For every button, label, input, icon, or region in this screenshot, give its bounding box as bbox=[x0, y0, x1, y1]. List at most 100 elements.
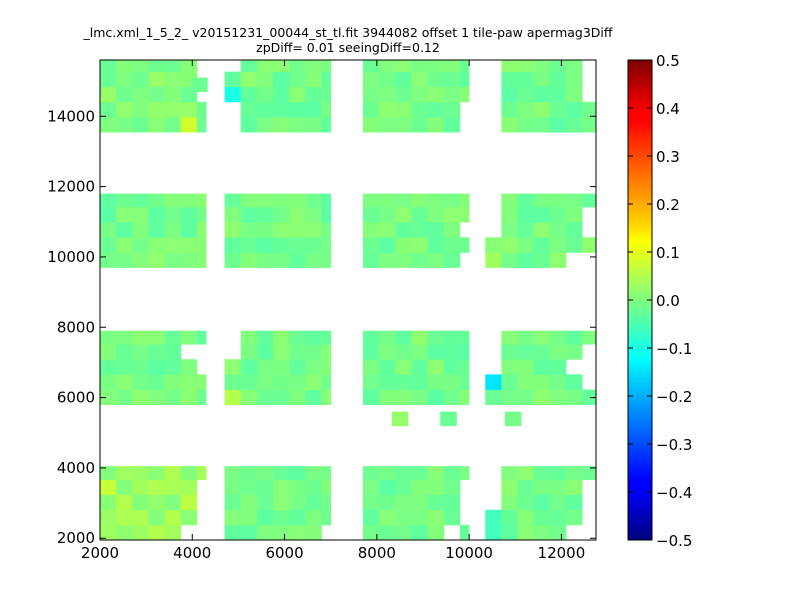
heatmap-cell bbox=[273, 344, 290, 360]
heatmap-cell bbox=[501, 101, 518, 118]
heatmap-cell bbox=[191, 77, 208, 93]
heatmap-cell bbox=[363, 237, 380, 253]
heatmap-cell bbox=[116, 86, 133, 103]
heatmap-cell bbox=[273, 494, 290, 511]
heatmap-cell bbox=[116, 71, 133, 88]
heatmap-cell bbox=[256, 330, 274, 345]
heatmap-cell bbox=[363, 389, 380, 406]
heatmap-cell bbox=[379, 509, 396, 526]
heatmap-cell bbox=[549, 479, 567, 496]
heatmap-cell bbox=[411, 466, 428, 480]
heatmap-cell bbox=[517, 479, 535, 496]
heatmap-cell bbox=[533, 60, 551, 72]
colorbar-tick-label: −0.3 bbox=[656, 436, 692, 454]
heatmap-cell bbox=[148, 71, 165, 88]
heatmap-cell bbox=[196, 206, 207, 223]
heatmap-cell bbox=[443, 494, 461, 511]
heatmap-cell bbox=[566, 71, 583, 88]
heatmap-cell bbox=[549, 466, 567, 480]
heatmap-cell bbox=[459, 86, 470, 103]
heatmap-cell bbox=[363, 71, 380, 88]
heatmap-cell bbox=[395, 509, 412, 526]
heatmap-cell bbox=[256, 71, 274, 88]
heatmap-cell bbox=[549, 206, 567, 223]
heatmap-cell bbox=[533, 524, 551, 541]
heatmap-cell bbox=[533, 389, 551, 406]
heatmap-cell bbox=[517, 101, 535, 118]
heatmap-cell bbox=[566, 193, 583, 208]
heatmap-cell bbox=[180, 330, 198, 345]
heatmap-cell bbox=[180, 494, 198, 511]
heatmap-cell bbox=[116, 509, 133, 526]
heatmap-cell bbox=[132, 237, 149, 253]
heatmap-cell bbox=[273, 101, 290, 118]
heatmap-cell bbox=[501, 330, 518, 345]
heatmap-cell bbox=[395, 193, 412, 208]
heatmap-cell bbox=[411, 509, 428, 526]
heatmap-cell bbox=[549, 389, 567, 406]
heatmap-cell bbox=[100, 344, 117, 360]
heatmap-cell bbox=[411, 222, 428, 238]
heatmap-cell bbox=[395, 389, 412, 406]
heatmap-cell bbox=[164, 222, 182, 238]
heatmap-cell bbox=[132, 71, 149, 88]
heatmap-cell bbox=[533, 252, 551, 268]
heatmap-cell bbox=[116, 252, 133, 268]
heatmap-cell bbox=[395, 466, 412, 480]
heatmap-cell bbox=[100, 494, 117, 511]
heatmap-cell bbox=[289, 86, 306, 103]
heatmap-cell bbox=[459, 389, 470, 406]
heatmap-cell bbox=[443, 60, 461, 72]
heatmap-cell bbox=[379, 524, 396, 541]
heatmap-cell bbox=[256, 193, 274, 208]
heatmap-cell bbox=[256, 466, 274, 480]
heatmap-cell bbox=[549, 524, 567, 541]
heatmap-cell bbox=[273, 86, 290, 103]
colorbar-tick-label: 0.3 bbox=[656, 148, 680, 166]
heatmap-cell bbox=[240, 344, 258, 360]
heatmap-cell bbox=[411, 252, 428, 268]
heatmap-cell bbox=[321, 466, 332, 480]
heatmap-cell bbox=[427, 206, 445, 223]
heatmap-cell bbox=[180, 116, 198, 133]
heatmap-cell bbox=[100, 60, 117, 72]
heatmap-cell bbox=[411, 237, 428, 253]
heatmap-cell bbox=[256, 374, 274, 390]
heatmap-cell bbox=[224, 206, 242, 223]
heatmap-cell bbox=[395, 206, 412, 223]
heatmap-cell bbox=[459, 344, 470, 360]
heatmap-cell bbox=[100, 101, 117, 118]
heatmap-cell bbox=[363, 359, 380, 375]
heatmap-cell bbox=[517, 60, 535, 72]
colorbar-tick-label: 0.2 bbox=[656, 196, 680, 214]
heatmap-cell bbox=[427, 359, 445, 375]
heatmap-cell bbox=[256, 494, 274, 511]
heatmap-cell bbox=[132, 330, 149, 345]
heatmap-cell bbox=[501, 237, 518, 253]
heatmap-cell bbox=[517, 344, 535, 360]
heatmap-cell bbox=[427, 60, 445, 72]
heatmap-cell bbox=[427, 193, 445, 208]
heatmap-cell bbox=[224, 193, 242, 208]
heatmap-cell bbox=[459, 71, 470, 88]
heatmap-cell bbox=[240, 524, 258, 541]
heatmap-cell bbox=[196, 101, 207, 118]
heatmap-cell bbox=[180, 252, 198, 268]
heatmap-cell bbox=[180, 101, 198, 118]
heatmap-cell bbox=[289, 494, 306, 511]
heatmap-cell bbox=[427, 237, 445, 253]
heatmap-cell bbox=[459, 359, 470, 375]
colorbar-tick-label: −0.4 bbox=[656, 484, 692, 502]
heatmap-cell bbox=[566, 479, 583, 496]
heatmap-cell bbox=[240, 252, 258, 268]
heatmap-cell bbox=[289, 466, 306, 480]
heatmap-cell bbox=[148, 116, 165, 133]
heatmap-cell bbox=[321, 101, 332, 118]
heatmap-cell bbox=[459, 237, 470, 253]
heatmap-cell bbox=[321, 71, 332, 88]
heatmap-cell bbox=[240, 116, 258, 133]
y-tick-label: 10000 bbox=[47, 248, 95, 266]
heatmap-cell bbox=[379, 330, 396, 345]
heatmap-cell bbox=[164, 524, 182, 541]
heatmap-cell bbox=[240, 330, 258, 345]
